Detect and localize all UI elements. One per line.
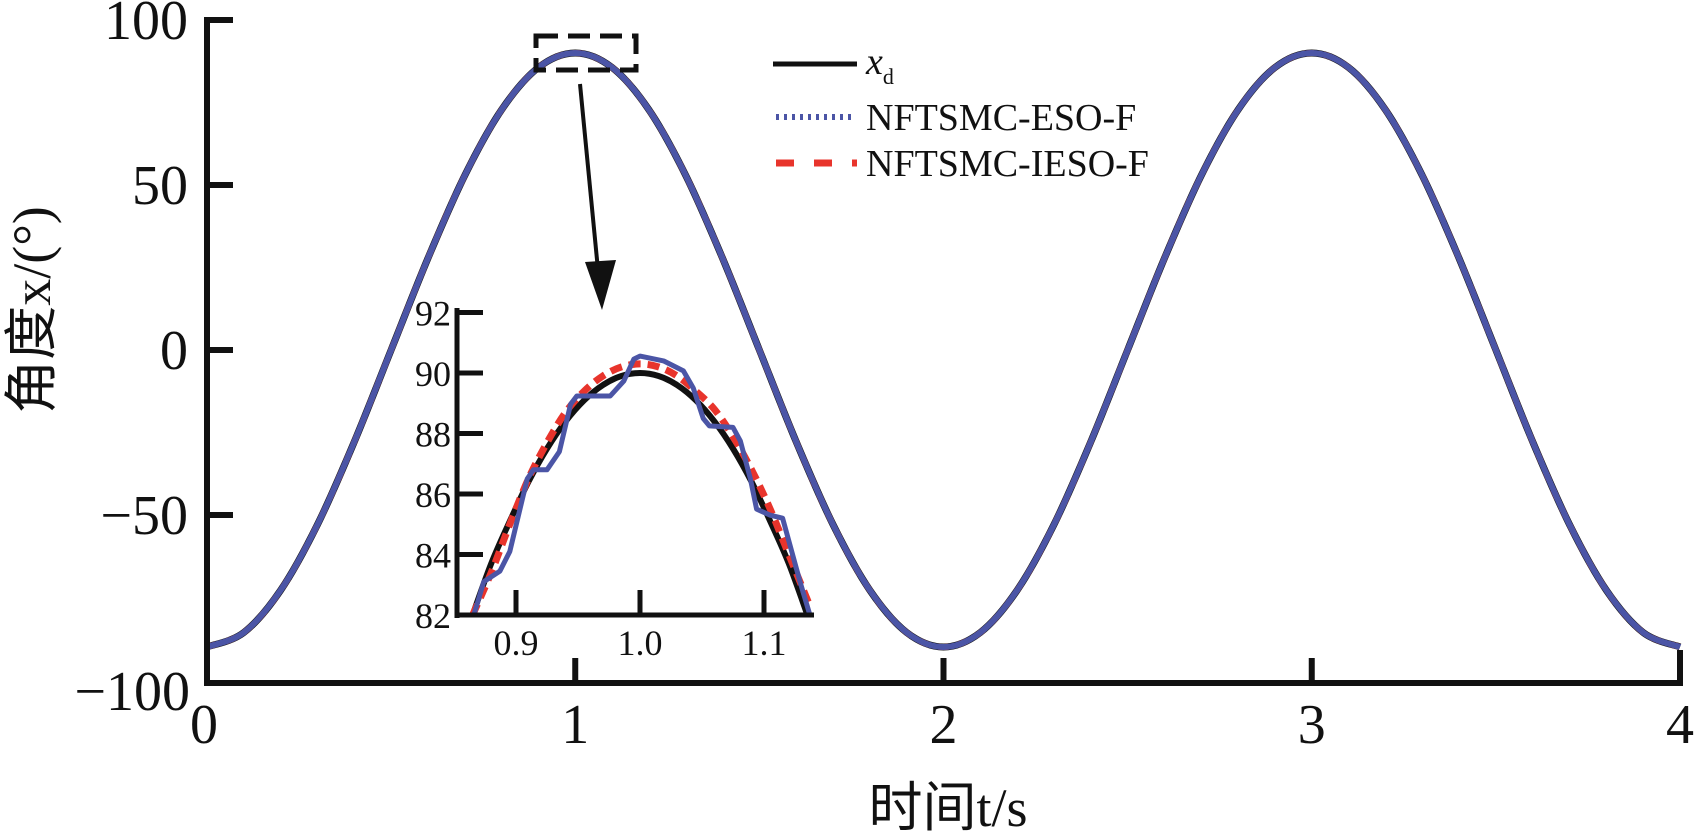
y-tick-label: −50 xyxy=(100,485,188,547)
y-tick-label: 100 xyxy=(104,0,188,52)
legend-label-ieso: NFTSMC-IESO-F xyxy=(866,143,1149,185)
inset-y-tick-label: 90 xyxy=(415,354,451,394)
inset-y-tick-label: 86 xyxy=(415,475,451,515)
inset-y-tick-label: 92 xyxy=(415,294,451,334)
inset-x-tick-label: 0.9 xyxy=(494,623,539,663)
y-tick-label: 50 xyxy=(132,155,188,217)
legend-label-xd: xd xyxy=(865,41,894,89)
main-series-group xyxy=(205,49,1682,651)
legend-label-eso: NFTSMC-ESO-F xyxy=(866,97,1136,139)
inset-x-tick-label: 1.1 xyxy=(742,623,787,663)
x-tick-label: 4 xyxy=(1666,694,1694,756)
inset-y-tick-label: 84 xyxy=(415,536,451,576)
x-tick-label: 3 xyxy=(1298,694,1326,756)
y-tick-label: 0 xyxy=(160,320,188,382)
y-axis-label: 角度x/(°) xyxy=(2,206,62,414)
x-tick-label: 0 xyxy=(190,694,218,756)
y-ticks: 100 50 0 −50 −100 xyxy=(74,0,233,723)
zoom-arrow-shaft xyxy=(578,83,600,271)
inset-y-ticks: 92 90 88 86 84 82 xyxy=(415,294,483,636)
inset-series-line-nftsmc-eso-f xyxy=(471,353,813,616)
inset-series-line-nftsmc-ieso-f xyxy=(469,360,814,617)
inset-x-ticks: 0.9 1.0 1.1 xyxy=(494,590,787,663)
x-axis-label: 时间t/s xyxy=(868,778,1027,834)
zoom-box xyxy=(533,33,639,73)
x-tick-label: 1 xyxy=(561,694,589,756)
series-line-nftsmc-eso-f xyxy=(205,49,1682,651)
inset-zoom-plot: 92 90 88 86 84 82 0.9 1.0 1.1 xyxy=(415,294,814,663)
inset-y-tick-label: 82 xyxy=(415,596,451,636)
x-ticks: 0 1 2 3 4 xyxy=(190,650,1694,756)
zoom-arrow-head xyxy=(585,260,616,310)
legend: xd NFTSMC-ESO-F NFTSMC-IESO-F xyxy=(773,41,1149,185)
inset-y-tick-label: 88 xyxy=(415,415,451,455)
x-tick-label: 2 xyxy=(930,694,958,756)
y-tick-label: −100 xyxy=(74,661,190,723)
inset-x-tick-label: 1.0 xyxy=(618,623,663,663)
inset-series-group xyxy=(469,353,814,617)
